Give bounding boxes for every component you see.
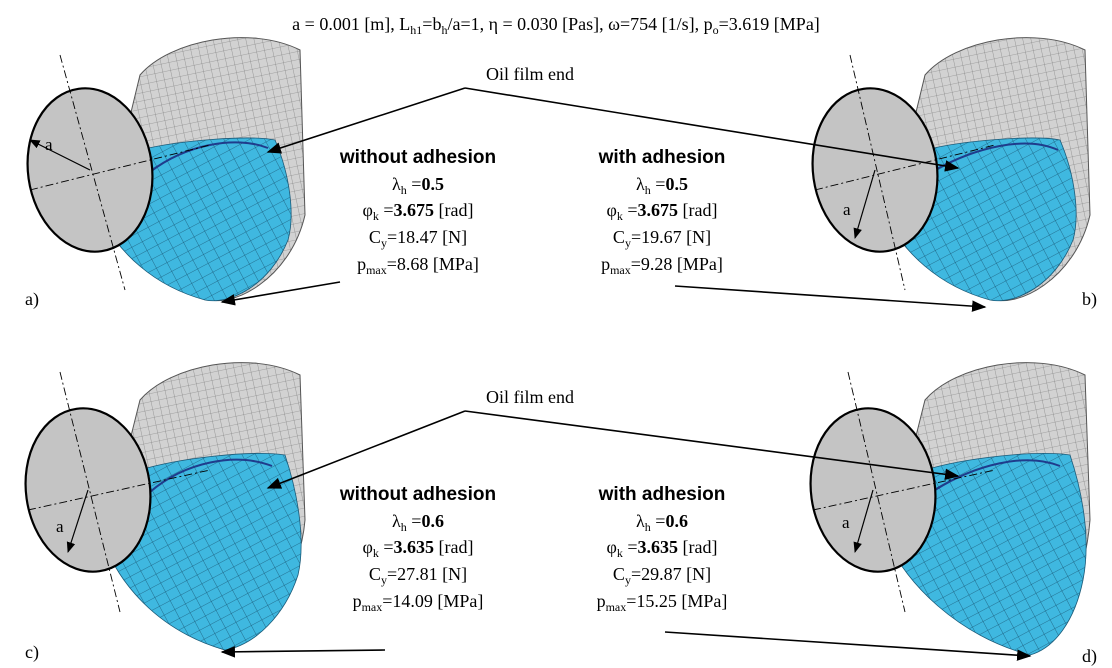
header-parameters: a = 0.001 [m], Lh1=bh/a=1, η = 0.030 [Pa…: [292, 14, 820, 37]
oil-film-arrow-bottom-left: [266, 410, 466, 489]
oil-film-label-bottom: Oil film end: [486, 387, 574, 407]
radius-label-c: a: [56, 517, 64, 536]
pmax-arrow-c: [220, 646, 386, 658]
mode-label-c: without adhesion: [339, 484, 496, 505]
panel-letter-d: d): [1082, 646, 1097, 667]
phi-line-c: φk =3.635 [rad]: [362, 537, 473, 560]
panel-letter-b: b): [1082, 289, 1097, 310]
bearing-shape-c: a: [24, 362, 306, 651]
bearing-shape-a: a: [26, 37, 306, 302]
cy-line-d: Cy=29.87 [N]: [613, 564, 711, 587]
mode-label-a: without adhesion: [339, 147, 496, 168]
info-block-c: without adhesion λh =0.6 φk =3.635 [rad]…: [339, 484, 496, 614]
pmax-arrow-d: [664, 631, 1032, 661]
lambda-line-d: λh =0.6: [636, 511, 688, 534]
phi-line-b: φk =3.675 [rad]: [606, 200, 717, 223]
pmax-line-a: pmax=8.68 [MPa]: [357, 254, 479, 277]
radius-label-a: a: [45, 135, 53, 154]
panel-letter-a: a): [25, 289, 39, 310]
oil-film-arrow-top-left: [266, 87, 466, 154]
pmax-line-d: pmax=15.25 [MPa]: [597, 591, 728, 614]
lambda-line-a: λh =0.5: [392, 174, 444, 197]
oil-film-arrow-bottom-right: [464, 410, 960, 481]
radius-label-d: a: [842, 513, 850, 532]
mode-label-d: with adhesion: [598, 484, 726, 505]
bearing-shape-d: a: [809, 362, 1091, 656]
pmax-arrow-a: [220, 281, 341, 306]
lambda-line-b: λh =0.5: [636, 174, 688, 197]
info-block-b: with adhesion λh =0.5 φk =3.675 [rad] Cy…: [598, 147, 726, 277]
phi-line-a: φk =3.675 [rad]: [362, 200, 473, 223]
lambda-line-c: λh =0.6: [392, 511, 444, 534]
phi-line-d: φk =3.635 [rad]: [606, 537, 717, 560]
info-block-a: without adhesion λh =0.5 φk =3.675 [rad]…: [339, 147, 496, 277]
pmax-line-c: pmax=14.09 [MPa]: [353, 591, 484, 614]
radius-label-b: a: [843, 200, 851, 219]
bearing-shape-b: a: [811, 37, 1091, 302]
pmax-line-b: pmax=9.28 [MPa]: [601, 254, 723, 277]
mode-label-b: with adhesion: [598, 147, 726, 168]
oil-film-arrow-top-right: [464, 87, 960, 172]
panel-letter-c: c): [25, 642, 39, 663]
cy-line-c: Cy=27.81 [N]: [369, 564, 467, 587]
cy-line-a: Cy=18.47 [N]: [369, 227, 467, 250]
cy-line-b: Cy=19.67 [N]: [613, 227, 711, 250]
pmax-arrow-b: [674, 285, 987, 312]
info-block-d: with adhesion λh =0.6 φk =3.635 [rad] Cy…: [597, 484, 728, 614]
oil-film-label-top: Oil film end: [486, 64, 574, 84]
